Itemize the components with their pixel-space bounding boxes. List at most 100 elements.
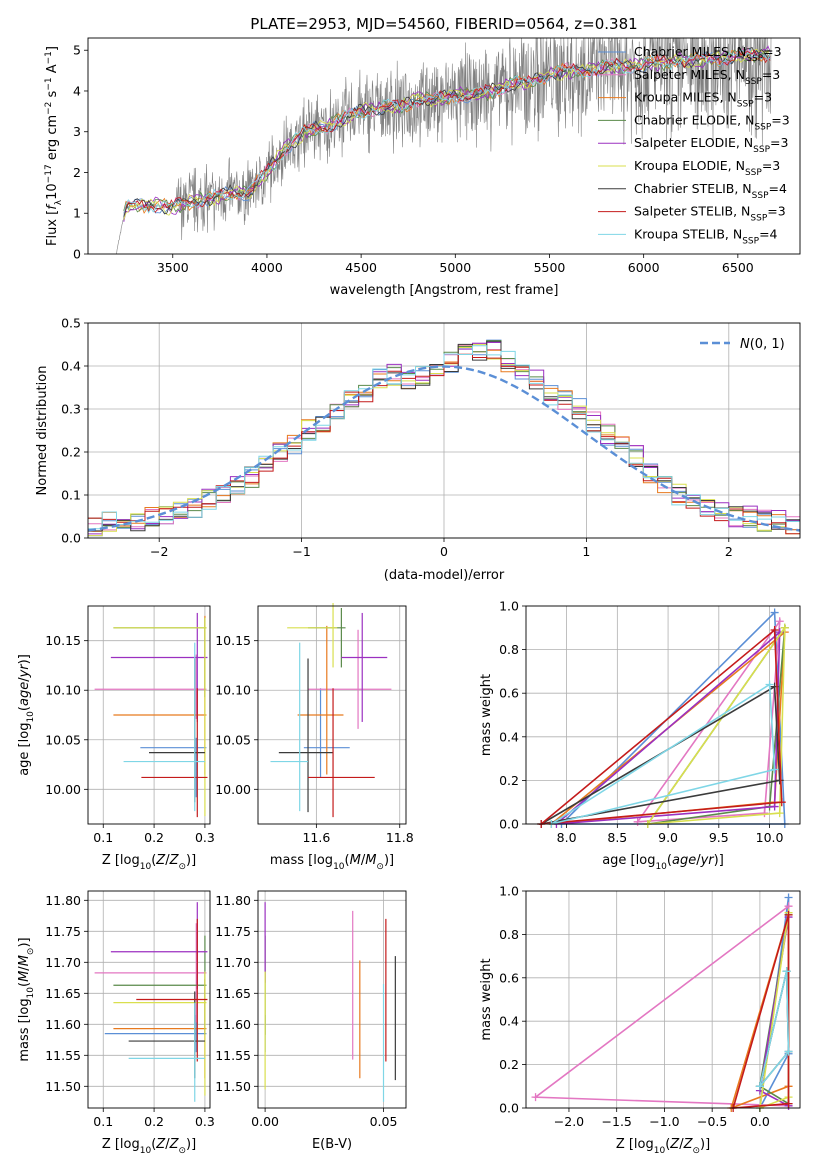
y-tick-label: 11.80 [45,893,81,908]
histogram-plot [87,339,801,537]
histogram-frame [87,322,801,539]
panel-age-weight: 8.0 8.5 9.0 9.5 10.0 0.0 0.2 0.4 0.6 0.8 1.0 age [l… [479,599,801,872]
errorbar-point [141,688,208,818]
model-line [123,49,771,214]
model-line [123,45,771,222]
age-weight-grid [526,605,800,825]
panel-z-mass: 0.1 0.2 0.3 11.50 11.55 11.60 11.65 11.70 11.75 1… [17,890,215,1156]
panel-histogram: −2 −1 0 1 2 0.0 0.1 0.2 0.3 0.4 0.5 N(0, 1) (data-mo… [35,316,801,583]
model-line [123,49,771,214]
y-tick-label: 0 [73,247,81,262]
y-tick-label: 10.15 [215,633,251,648]
x-tick-label: 6500 [722,260,754,275]
legend-label: Kroupa MILES, NSSP=3 [634,90,772,110]
y-tick-label: 0.6 [499,970,519,985]
weight-marker [784,1099,793,1108]
y-tick-label: 10.05 [45,732,81,747]
weight-line [732,914,790,1109]
x-tick-label: 0.05 [370,1114,398,1129]
errorbar-point [140,737,207,798]
age-weight-ticks: 8.0 8.5 9.0 9.5 10.0 0.0 0.2 0.4 0.6 0.8 1.0 [499,599,783,846]
legend-label: Chabrier ELODIE, NSSP=3 [634,112,790,132]
spectrum-frame [87,37,801,255]
x-tick-label: 0.3 [195,1114,215,1129]
errorbar-point [128,1002,205,1102]
z-age-frame [87,605,211,825]
legend-label: Salpeter MILES, NSSP=3 [634,67,780,87]
ebv-mass-xlabel: E(B-V) [312,1137,352,1152]
y-tick-label: 10.00 [45,782,81,797]
weight-line [646,625,786,825]
z-weight-grid [526,890,800,1109]
y-tick-label: 0.2 [61,445,81,460]
histogram-xlabel: (data-model)/error [384,568,505,583]
y-tick-label: 10.10 [215,683,251,698]
y-tick-label: 0.8 [499,927,519,942]
weight-line [759,971,790,1087]
age-weight-ylabel: mass weight [479,674,494,756]
x-tick-label: 3500 [157,260,189,275]
x-tick-label: 11.8 [386,830,414,845]
spectrum-plot [116,37,772,255]
weight-marker [784,1047,793,1056]
weight-line [533,904,790,1107]
panel-z-weight: −2.0 −1.5 −1.0 −0.5 0.0 0.0 0.2 0.4 0.6 0.8 1.0 Z [… [479,884,801,1156]
legend-label: Kroupa STELIB, NSSP=4 [634,226,778,246]
age-weight-xlabel: age [log10(age/yr)] [602,853,724,872]
x-tick-label: 0.2 [144,830,164,845]
weight-marker [760,809,769,818]
x-tick-label: 0.1 [93,830,113,845]
mass-age-frame [257,605,407,825]
y-tick-label: 11.65 [215,986,251,1001]
y-tick-label: 11.55 [215,1048,251,1063]
x-tick-label: 8.0 [557,830,577,845]
z-age-ticks: 0.1 0.2 0.3 10.00 10.05 10.10 10.15 [45,633,215,845]
weight-marker [775,776,784,785]
weight-marker [770,608,779,617]
weight-marker [770,765,779,774]
panel-z-age: 0.1 0.2 0.3 10.00 10.05 10.10 10.15 Z [log10(Z/… [17,605,215,872]
model-line [123,49,771,214]
y-tick-label: 11.50 [215,1079,251,1094]
errorbar-point [128,991,205,1079]
z-weight-ylabel: mass weight [479,958,494,1040]
y-tick-label: 11.60 [215,1017,251,1032]
histogram-ticks: −2 −1 0 1 2 0.0 0.1 0.2 0.3 0.4 0.5 [61,316,733,560]
x-tick-label: 11.6 [302,830,330,845]
legend-label: Chabrier MILES, NSSP=3 [634,44,782,64]
figure-title: PLATE=2953, MJD=54560, FIBERID=0564, z=0… [250,15,637,33]
x-tick-label: 0.00 [251,1114,279,1129]
x-tick-label: −2 [150,544,168,559]
y-tick-label: 5 [73,43,81,58]
errorbar-point [94,654,207,719]
errorbar-point [341,612,388,722]
errorbar-point [308,688,375,818]
y-tick-label: 11.65 [45,986,81,1001]
errorbar-point [104,1015,207,1053]
x-tick-label: 5500 [534,260,566,275]
x-tick-label: 2 [725,544,733,559]
x-tick-label: −1.0 [649,1114,679,1129]
weight-marker [770,625,779,634]
panel-mass-age: 11.6 11.8 10.00 10.05 10.10 10.15 mass [log10(… [215,603,414,872]
weight-marker [775,809,784,818]
histogram-ylabel: Normed distribution [35,366,50,496]
y-tick-label: 11.80 [215,893,251,908]
y-tick-label: 11.70 [215,955,251,970]
y-tick-label: 0.0 [499,817,519,832]
x-tick-label: 0.3 [195,830,215,845]
legend-label: Salpeter STELIB, NSSP=3 [634,204,786,224]
y-tick-label: 1.0 [499,599,519,614]
y-tick-label: 1 [73,206,81,221]
errorbar-point [110,612,208,722]
weight-line [758,912,790,1110]
y-tick-label: 1.0 [499,884,519,899]
spectrum-legend: Chabrier MILES, NSSP=3 Salpeter MILES, NS… [598,44,790,246]
age-weight-frame [525,605,801,825]
panel-spectrum: 3500 4000 4500 5000 5500 6000 6500 0 1 2 3 4 5 Chabri… [44,37,801,298]
weight-marker [531,1093,540,1102]
errorbar-point [113,935,207,1035]
spectrum-xlabel: wavelength [Angstrom, rest frame] [330,283,559,298]
x-tick-label: 0.0 [750,1114,770,1129]
